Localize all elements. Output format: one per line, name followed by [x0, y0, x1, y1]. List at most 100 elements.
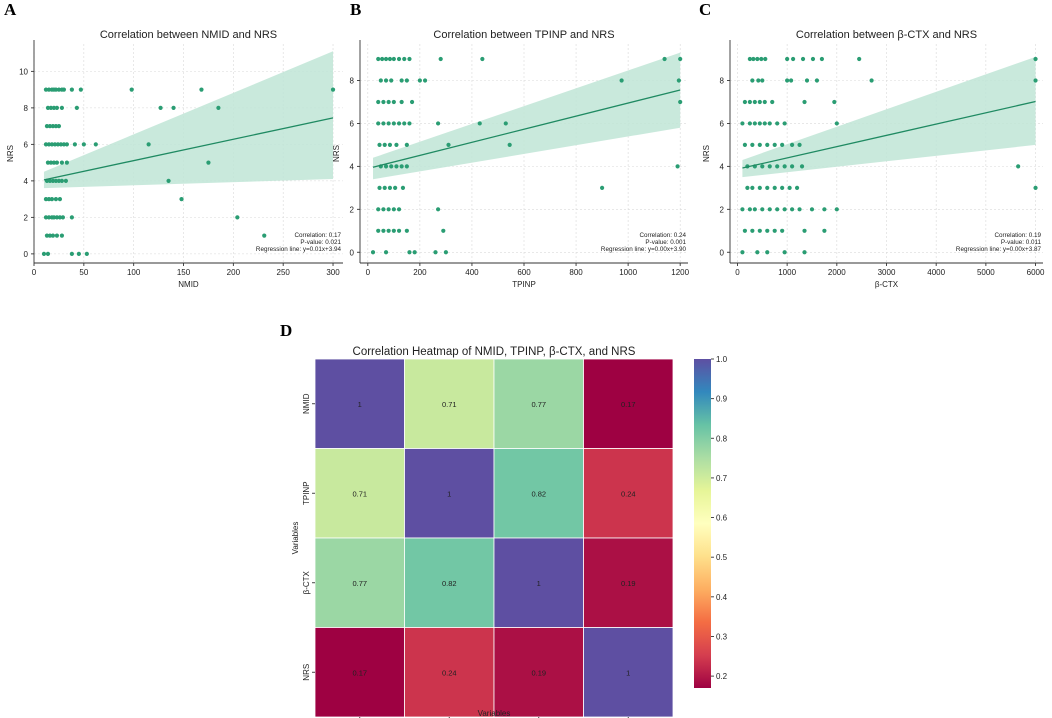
data-point — [802, 99, 807, 105]
x-axis-label: β-CTX — [875, 280, 899, 289]
data-point — [765, 185, 770, 190]
heatmap-cell — [314, 627, 405, 718]
data-point — [802, 250, 807, 255]
data-point — [832, 99, 837, 105]
data-point — [69, 251, 74, 256]
y-tick-label: β-CTX — [302, 570, 311, 594]
data-point — [377, 185, 382, 190]
cell-value-label: 1 — [537, 579, 541, 588]
data-point — [59, 178, 65, 183]
colorbar — [694, 359, 711, 688]
y-tick-label: 8 — [24, 104, 29, 113]
cell-value-label: 1 — [626, 668, 630, 677]
heatmap-cell — [493, 537, 584, 628]
data-point — [1033, 56, 1038, 62]
data-point — [443, 250, 449, 255]
y-tick-label: 8 — [350, 77, 355, 86]
x-tick-label: 0 — [366, 268, 371, 277]
data-point — [402, 121, 407, 126]
data-point — [760, 78, 765, 83]
data-point — [834, 207, 839, 212]
y-tick-label: 2 — [24, 213, 29, 222]
x-tick-label: 600 — [517, 268, 531, 277]
data-point — [747, 121, 752, 126]
data-point — [376, 121, 381, 126]
data-point — [381, 207, 386, 212]
y-tick-label: NRS — [302, 664, 311, 681]
y-tick-label: 2 — [720, 205, 725, 214]
data-point — [756, 78, 761, 83]
data-point — [619, 78, 624, 83]
y-tick-label: 0 — [350, 248, 355, 257]
data-point — [740, 250, 745, 255]
data-point — [780, 228, 785, 233]
data-point — [762, 121, 767, 126]
data-point — [171, 105, 176, 110]
data-point — [399, 78, 404, 83]
data-point — [45, 160, 51, 165]
data-point — [775, 121, 780, 126]
data-point — [44, 124, 50, 129]
data-point — [396, 207, 402, 212]
data-point — [772, 228, 777, 233]
cell-value-label: 0.24 — [621, 489, 636, 498]
stat-line: P-value: 0.021 — [300, 239, 341, 246]
y-axis-label: NRS — [702, 145, 711, 162]
data-point — [785, 56, 790, 62]
stat-line: Regression line: y=0.00x+3.90 — [601, 246, 687, 253]
data-point — [391, 56, 396, 62]
data-point — [43, 142, 49, 147]
data-point — [834, 121, 839, 126]
data-point — [59, 233, 65, 238]
heatmap-cell — [314, 537, 405, 628]
data-point — [57, 215, 63, 220]
data-point — [762, 99, 767, 105]
x-tick-label: 150 — [177, 268, 191, 277]
data-point — [46, 142, 52, 147]
y-tick-label: 10 — [19, 67, 28, 76]
chart-title: Correlation between NMID and NRS — [100, 29, 277, 41]
x-tick-label: 250 — [277, 268, 291, 277]
data-point — [381, 121, 386, 126]
data-point — [675, 164, 680, 169]
chart-title: Correlation between TPINP and NRS — [433, 29, 614, 41]
data-point — [404, 142, 409, 148]
data-point — [54, 105, 60, 110]
data-point — [387, 185, 393, 190]
data-point — [47, 233, 53, 238]
data-point — [396, 56, 402, 62]
data-point — [802, 228, 807, 233]
stat-line: Correlation: 0.19 — [994, 232, 1041, 239]
stat-line: Regression line: y=0.01x+3.94 — [256, 246, 342, 253]
y-tick-label: NMID — [302, 393, 311, 414]
data-point — [166, 178, 171, 183]
data-point — [81, 142, 86, 147]
data-point — [50, 178, 56, 183]
data-point — [380, 56, 385, 62]
data-point — [503, 121, 508, 126]
y-tick-label: 6 — [720, 119, 725, 128]
data-point — [750, 78, 755, 83]
scatter-panel-c: C Correlation between β-CTX and NRS 0 2 4 6 8 0… — [699, 0, 1045, 289]
x-tick-label: 800 — [569, 268, 583, 277]
heatmap-cell — [583, 448, 674, 539]
data-point — [387, 56, 393, 62]
data-point — [407, 250, 412, 255]
data-point — [740, 207, 745, 212]
heatmap-cell — [493, 358, 584, 449]
data-point — [69, 87, 74, 92]
data-point — [49, 197, 55, 202]
data-point — [676, 78, 681, 83]
data-point — [76, 251, 81, 256]
data-point — [69, 215, 74, 220]
x-axis-label: TPINP — [512, 280, 536, 289]
data-point — [800, 56, 806, 62]
data-point — [742, 228, 748, 233]
data-point — [391, 207, 396, 212]
data-point — [386, 207, 391, 212]
data-point — [407, 56, 412, 62]
data-point — [394, 142, 399, 148]
data-point — [755, 56, 760, 62]
